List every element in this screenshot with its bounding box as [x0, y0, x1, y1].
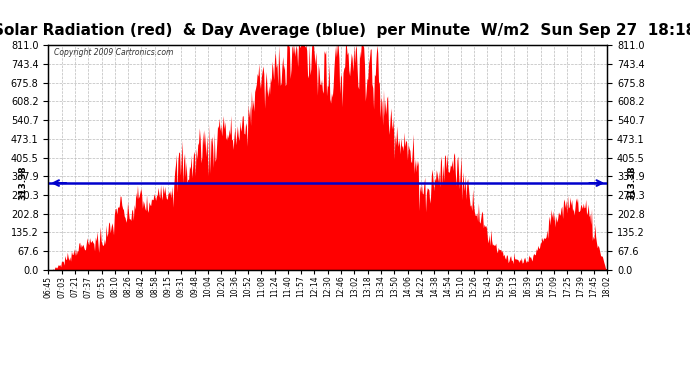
Text: 313.38: 313.38: [628, 166, 637, 200]
Text: Copyright 2009 Cartronics.com: Copyright 2009 Cartronics.com: [54, 48, 173, 57]
Text: Solar Radiation (red)  & Day Average (blue)  per Minute  W/m2  Sun Sep 27  18:18: Solar Radiation (red) & Day Average (blu…: [0, 22, 690, 38]
Text: 313.38: 313.38: [19, 166, 28, 200]
